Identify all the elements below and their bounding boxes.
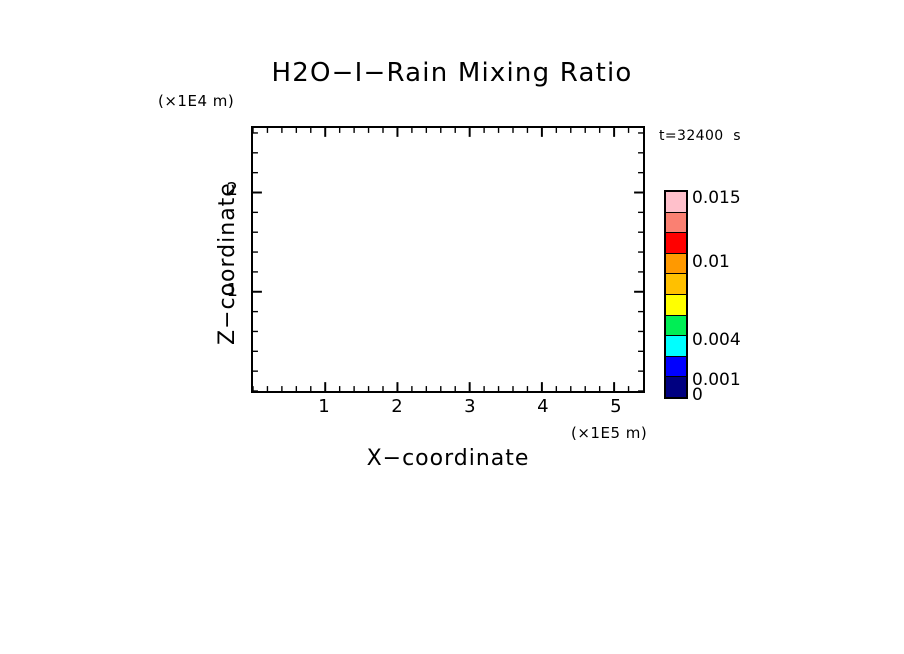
colorbar-segment [666,356,686,378]
x-tick-label: 3 [464,396,476,417]
x-tick-label: 2 [391,396,403,417]
time-annotation: t=32400 s [659,128,741,144]
colorbar-segment [666,336,686,357]
x-axis-title: X−coordinate [366,446,530,471]
colorbar-tick-label: 0.004 [692,330,741,350]
x-axis-unit-label: (×1E5 m) [571,424,648,442]
colorbar-tick-label: 0.01 [692,252,730,272]
x-tick-label: 1 [318,396,330,417]
y-axis-unit-label: (×1E4 m) [158,92,235,110]
colorbar-tick-label: 0.015 [692,188,741,208]
y-tick-label: 2 [226,179,238,201]
colorbar-segment [666,377,686,397]
colorbar-segment [666,192,686,213]
x-tick-label: 5 [610,396,622,417]
x-tick-label: 4 [537,396,549,417]
page-title: H2O−I−Rain Mixing Ratio [271,58,633,88]
colorbar-tick-label: 0 [692,385,703,405]
plot-area [251,126,645,393]
y-tick-label: 1 [226,280,238,302]
colorbar-segment [666,294,686,316]
colorbar-segment [666,274,686,295]
colorbar-segment [666,233,686,254]
colorbar-segment [666,253,686,275]
colorbar [664,190,688,399]
colorbar-segment [666,212,686,234]
colorbar-tick-label: 0.001 [692,370,741,390]
y-axis-title: Z−coordinate [215,182,240,345]
colorbar-segment [666,315,686,337]
plot-ticks-canvas [253,128,643,391]
